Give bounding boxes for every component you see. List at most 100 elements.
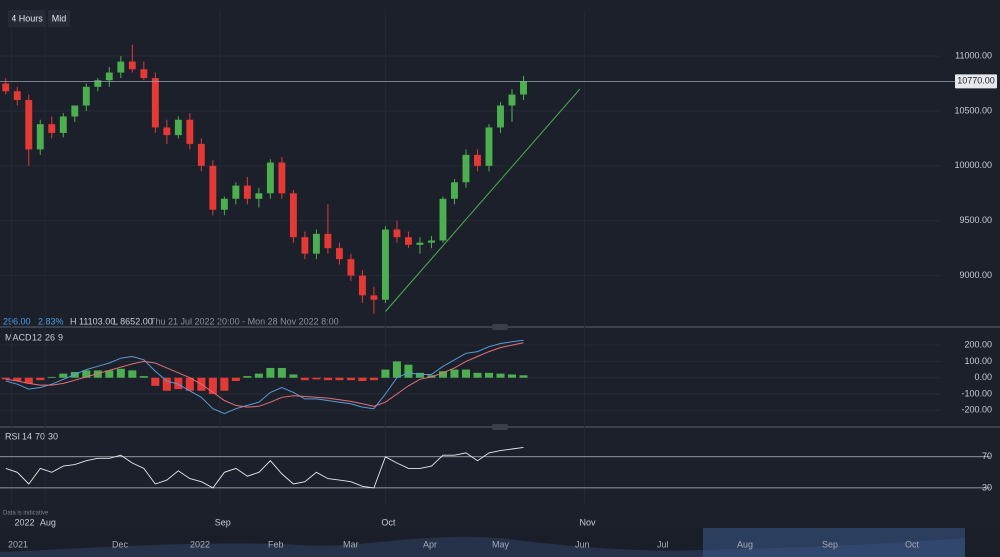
candle-body [94,80,102,87]
macd-histogram-bar [300,377,309,381]
candle-body [151,78,159,128]
candle-body [163,127,171,136]
macd-histogram-bar [519,375,528,378]
high: H 11103.00 [70,316,115,326]
navigator-label: Aug [737,539,753,549]
candle-body [25,100,33,150]
navigator-label: Oct [905,539,920,549]
navigator-label: Mar [343,539,359,549]
rsi-param: 30 [48,431,58,441]
macd-histogram-bar [415,372,424,378]
macd-histogram-bar [461,369,470,378]
macd-histogram-bar [243,376,252,378]
macd-histogram-bar [346,377,355,381]
macd-signal-line [5,342,524,408]
candle-body [71,105,79,117]
navigator-label: 2022 [190,539,210,549]
navigator-label: May [492,539,510,549]
macd-histogram-bar [266,367,275,378]
x-tick-label: Sep [215,517,231,527]
change-pct: 2.83% [38,316,64,326]
candle-body [140,69,148,79]
last-price-label: 10770.00 [957,76,995,86]
macd-param: 12 [32,332,42,342]
resize-handle[interactable] [492,424,508,430]
candle-body [209,165,217,210]
resize-handle[interactable] [492,324,508,330]
low: L 8652.00 [113,316,153,326]
candle-body [243,185,251,199]
candle-body [59,116,67,133]
macd-histogram-bar [47,376,56,378]
candle-body [485,127,493,166]
candle-body [370,295,378,300]
price-mode-button[interactable] [48,10,70,27]
macd-line [5,339,524,415]
candle-body [174,119,182,136]
macd-histogram-bar [404,364,413,378]
navigator-label: Jun [575,539,590,549]
candle-body [232,185,240,199]
y-tick-label: 11000.00 [955,50,992,60]
candle-body [105,72,113,81]
interval-button[interactable] [8,10,46,27]
change: 296.00 [3,316,31,326]
macd-histogram-bar [484,372,494,378]
candle-body [358,275,366,296]
macd-param: 26 [45,332,55,342]
candle-body [312,233,320,254]
candle-body [474,154,481,166]
macd-histogram-bar [105,370,114,378]
y-tick-label: -200.00 [961,405,992,415]
navigator-window[interactable] [703,528,965,557]
macd-histogram-bar [496,373,505,378]
navigator-label: Feb [268,539,284,549]
navigator-labels: 2021 Dec 2022 Feb Mar Apr May Jun Jul Aug Sep Oct [8,539,920,549]
macd-histogram-bar [369,377,378,381]
candle-body [82,86,90,106]
navigator-label: Jul [657,539,669,549]
price-mode-label[interactable]: Mid [52,13,67,23]
macd-histogram-bar [289,374,298,378]
candle-body [266,162,274,194]
navigator-label: Dec [112,539,129,549]
candle-body [393,229,401,238]
macd-histogram-bar [174,377,183,390]
candle-body [520,81,527,95]
candle-body [48,124,56,133]
y-tick-label: 9000.00 [959,270,992,280]
macd-histogram-bar [139,376,148,378]
macd-histogram-bar [358,377,367,381]
candle-body [278,162,286,194]
disclaimer: Data is indicative [3,511,49,517]
last-price-box [955,74,997,89]
candle-body [324,233,332,249]
y-tick-label: 70 [982,451,992,461]
candle-body [197,143,205,166]
macd-title: MACD [5,332,32,342]
range: Thu 21 Jul 2022 20:00 - Mon 28 Nov 2022 … [150,316,339,326]
x-tick-label: Oct [381,517,396,527]
candle-body [289,193,297,238]
macd-histogram-bar [208,377,217,395]
candle-body [117,61,125,73]
candle-body [416,242,424,245]
interval-label[interactable]: 4 Hours [11,13,43,23]
candle-body [186,119,194,144]
candle-body [508,94,516,106]
macd-histogram-bar [220,377,229,391]
macd-histogram-bar [381,369,390,378]
macd-histogram-bar [335,377,344,381]
y-tick-label: 10500.00 [954,105,992,115]
y-tick-label: 0.00 [974,372,992,382]
candle-body [301,237,309,254]
y-tick-label: -100.00 [961,388,992,398]
macd-histogram-bar [116,368,125,378]
candle-body [347,259,355,276]
macd-histogram-bar [59,373,68,378]
macd-histogram-bar [185,377,194,391]
macd-histogram-bar [151,377,160,386]
macd-histogram-bar [392,361,401,378]
macd-histogram-bar [1,377,10,380]
